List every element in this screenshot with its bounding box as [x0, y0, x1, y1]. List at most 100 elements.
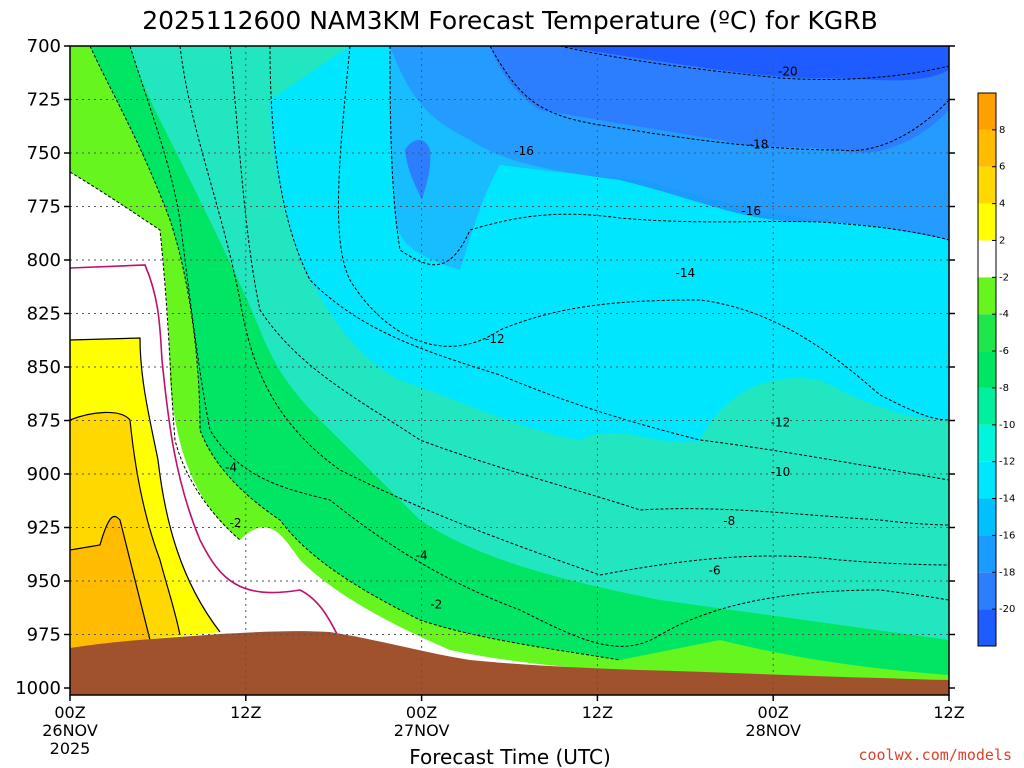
- y-tick-label: 900: [27, 464, 61, 485]
- contour-plus2: [70, 337, 221, 633]
- warm-contours: [70, 337, 221, 641]
- y-tick-label: 700: [27, 36, 61, 57]
- band-near-zero: [70, 172, 640, 695]
- contour-label: -2: [430, 598, 442, 612]
- contour-plus6: [70, 515, 151, 641]
- colorbar-label: -16: [999, 530, 1015, 541]
- contour-label: -16: [741, 204, 761, 218]
- y-axis: 700 725 750 775 800 825 850 875 900 925 950 975 1000: [15, 36, 955, 699]
- colorbar-segment: [978, 166, 996, 204]
- contour-label: -8: [723, 514, 735, 528]
- colorbar-segment: [978, 203, 996, 241]
- contour-minus12: [269, 46, 949, 481]
- contour-minus14: [337, 46, 949, 421]
- x-tick-label: 00Z: [54, 703, 85, 722]
- colorbar-segment: [978, 351, 996, 388]
- contour-minus20: [559, 46, 949, 80]
- colorbar-segment: [978, 535, 996, 573]
- plot-frame: [69, 45, 950, 696]
- x-tick-label: 12Z: [230, 703, 261, 722]
- credit-link[interactable]: coolwx.com/models: [858, 746, 1012, 764]
- x-tick-label: 2025: [50, 739, 91, 758]
- x-tick-label: 12Z: [582, 703, 613, 722]
- colorbar-label: -12: [999, 457, 1015, 468]
- contour-minus8: [179, 46, 949, 576]
- colorbar-label: -20: [999, 604, 1015, 615]
- x-tick-label: 00Z: [758, 703, 789, 722]
- colorbar-segment: [978, 572, 996, 610]
- colorbar-frame: [977, 92, 997, 647]
- colorbar-label: 6: [999, 162, 1005, 173]
- y-tick-label: 1000: [15, 678, 61, 699]
- x-tick-label: 26NOV: [42, 721, 98, 740]
- colorbar-segment: [978, 314, 996, 352]
- contour-lines: [70, 46, 949, 661]
- contour-label: -2: [230, 516, 242, 530]
- colorbar-segment: [978, 461, 996, 499]
- x-tick-label: 27NOV: [394, 721, 450, 740]
- colorbar-segment: [978, 424, 996, 462]
- colorbar-segment: [978, 609, 996, 646]
- zero-isotherm: [70, 264, 341, 641]
- y-tick-label: 750: [27, 143, 61, 164]
- band-minus20: [560, 46, 949, 81]
- y-tick-label: 925: [27, 518, 61, 539]
- contour-label: -12: [771, 416, 791, 430]
- contour-label: -6: [709, 563, 721, 577]
- contour-minus10: [229, 46, 949, 526]
- colorbar-segment: [978, 498, 996, 536]
- colorbar: -20 -18 -16 -14 -12 -10 -8 -6 -4 -2 2 4 6 8: [977, 92, 1015, 647]
- x-tick-label: 12Z: [933, 703, 964, 722]
- colorbar-label: -8: [999, 383, 1009, 394]
- colorbar-segment: [978, 129, 996, 167]
- x-axis-title: Forecast Time (UTC): [409, 745, 611, 768]
- colorbar-segment: [978, 240, 996, 278]
- band-minus18-pocket: [405, 139, 431, 200]
- contour-plus4: [70, 411, 181, 636]
- y-tick-label: 800: [27, 250, 61, 271]
- contour-label: -10: [771, 465, 791, 479]
- colorbar-label: 4: [999, 199, 1005, 210]
- contour-minus2: [70, 171, 241, 541]
- y-tick-label: 850: [27, 357, 61, 378]
- contour-label: -4: [225, 461, 237, 475]
- y-tick-label: 775: [27, 197, 61, 218]
- contour-minus6: [129, 46, 949, 647]
- y-tick-label: 725: [27, 90, 61, 111]
- x-tick-label: 28NOV: [745, 721, 801, 740]
- colorbar-label: -10: [999, 420, 1015, 431]
- y-tick-label: 875: [27, 411, 61, 432]
- plot-area: [70, 46, 949, 695]
- colorbar-label: -6: [999, 346, 1009, 357]
- contour-labels: -20 -18 -16 -16 -14 -12 -12 -10 -8 -6 -4 -4 -2 -2: [225, 65, 797, 612]
- y-tick-label: 975: [27, 625, 61, 646]
- colorbar-label: -18: [999, 567, 1015, 578]
- colorbar-label: 2: [999, 235, 1005, 246]
- contour-label: -14: [675, 266, 695, 280]
- ground-surface: [70, 631, 949, 695]
- band-plus6: [70, 516, 150, 650]
- grid-lines: [70, 46, 949, 695]
- band-minus14-pocket: [860, 320, 949, 420]
- contour-minus16: [389, 46, 949, 266]
- colorbar-label: -2: [999, 272, 1009, 283]
- contour-label: -20: [778, 65, 798, 79]
- contour-label: -4: [416, 548, 428, 562]
- colorbar-label: -14: [999, 494, 1015, 505]
- contour-label: -12: [485, 332, 505, 346]
- contour-minus18: [489, 46, 949, 152]
- band-minus4: [70, 46, 949, 695]
- contour-minus4: [89, 46, 621, 661]
- colorbar-segment: [978, 277, 996, 315]
- colorbar-label: 8: [999, 125, 1005, 136]
- contour-label: -16: [514, 144, 534, 158]
- colorbar-label: -4: [999, 309, 1009, 320]
- y-tick-label: 825: [27, 304, 61, 325]
- x-tick-label: 00Z: [406, 703, 437, 722]
- colorbar-segment: [978, 387, 996, 425]
- y-tick-label: 950: [27, 571, 61, 592]
- chart-title: 2025112600 NAM3KM Forecast Temperature (…: [142, 6, 878, 35]
- colorbar-segment: [978, 93, 996, 130]
